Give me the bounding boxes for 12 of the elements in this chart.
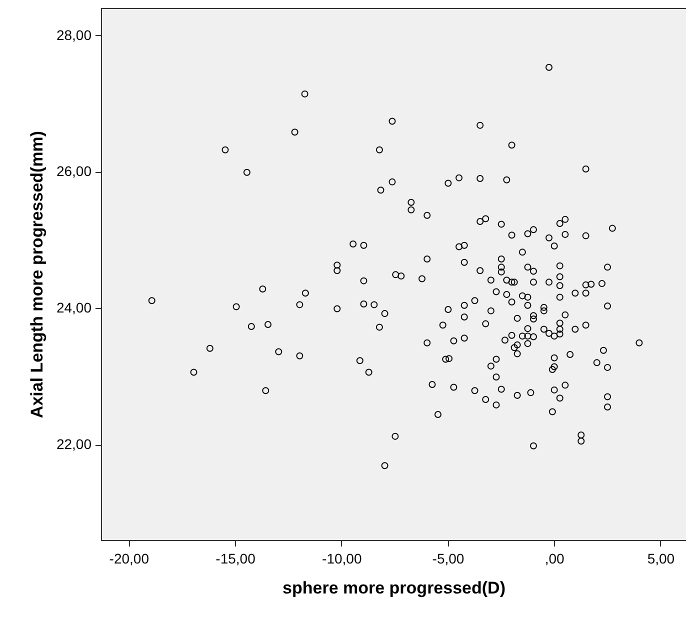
x-tick-label: -10,00 bbox=[322, 550, 362, 566]
x-tick-label: -15,00 bbox=[216, 550, 256, 566]
x-tick-label: -20,00 bbox=[109, 550, 150, 566]
y-tick-label: 26,00 bbox=[56, 163, 92, 180]
x-tick-label: -5,00 bbox=[432, 550, 464, 566]
x-tick-label: 5,00 bbox=[647, 550, 675, 566]
y-tick-label: 22,00 bbox=[56, 436, 92, 452]
y-axis-title: Axial Length more progressed(mm) bbox=[27, 130, 46, 418]
y-tick-label: 28,00 bbox=[56, 26, 92, 43]
x-tick-label: ,00 bbox=[544, 550, 565, 566]
y-tick-label: 24,00 bbox=[56, 300, 92, 316]
x-axis-title: sphere more progressed(D) bbox=[282, 578, 506, 598]
